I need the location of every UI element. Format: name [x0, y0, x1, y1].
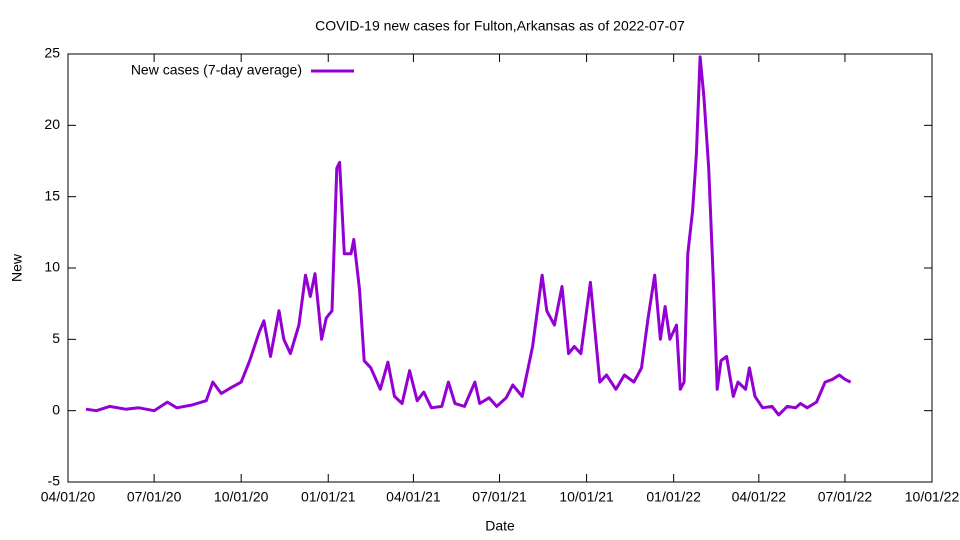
data-line [85, 55, 852, 417]
chart-title: COVID-19 new cases for Fulton,Arkansas a… [315, 18, 685, 34]
x-tick-label: 01/01/22 [646, 489, 701, 505]
plot-frame [67, 53, 933, 483]
x-tick-label: 10/01/22 [905, 489, 960, 505]
x-tick-label: 07/01/20 [127, 489, 182, 505]
x-tick-label: 10/01/20 [214, 489, 269, 505]
x-tick-label: 07/01/22 [818, 489, 873, 505]
y-tick-label: 5 [52, 330, 60, 346]
x-tick-label: 04/01/22 [732, 489, 787, 505]
x-tick-label: 01/01/21 [301, 489, 356, 505]
y-tick-label: 25 [44, 45, 60, 61]
x-tick-label: 10/01/21 [559, 489, 614, 505]
x-tick-label: 07/01/21 [472, 489, 527, 505]
legend-label: New cases (7-day average) [131, 62, 302, 78]
y-tick-label: -5 [48, 473, 61, 489]
x-tick-label: 04/01/20 [41, 489, 96, 505]
y-tick-label: 15 [44, 187, 60, 203]
y-tick-label: 10 [44, 259, 60, 275]
x-axis-label: Date [485, 518, 515, 534]
y-tick-label: 0 [52, 401, 60, 417]
x-tick-label: 04/01/21 [386, 489, 441, 505]
y-axis-label: New [9, 253, 25, 282]
y-tick-label: 20 [44, 116, 60, 132]
